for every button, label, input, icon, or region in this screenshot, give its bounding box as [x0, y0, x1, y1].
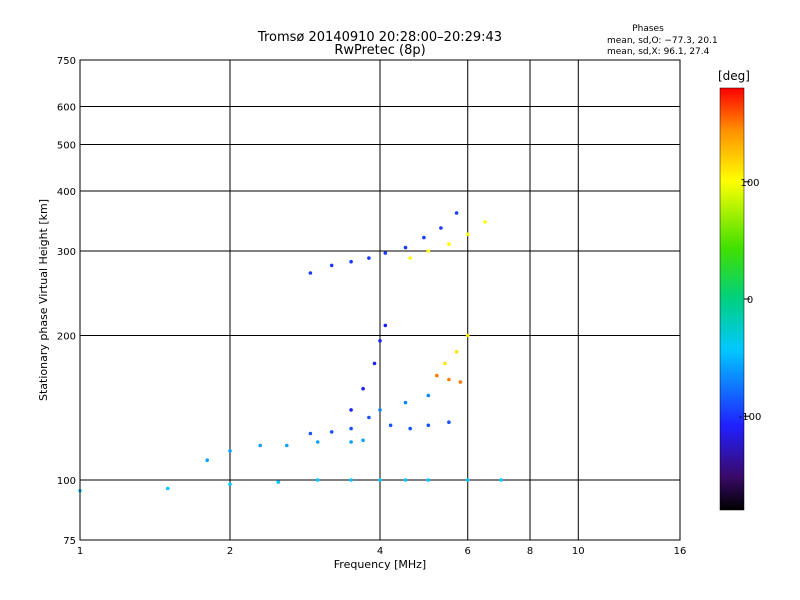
data-points: [78, 211, 503, 493]
echo-point: [383, 251, 388, 255]
colorbar-tick-label: -100: [739, 412, 762, 423]
x-tick-label: 8: [527, 546, 533, 557]
echo-point: [483, 220, 487, 224]
echo-point: [329, 263, 334, 268]
echo-point: [378, 408, 382, 412]
y-tick-label: 200: [57, 332, 76, 343]
x-tick-labels: 1 2 4 6 8 10 16: [77, 546, 687, 557]
y-tick-label: 100: [57, 476, 76, 487]
echo-point: [426, 393, 431, 398]
stats-o-line: mean, sd,O: −77.3, 20.1: [607, 36, 718, 46]
echo-point: [308, 271, 313, 275]
echo-point: [408, 256, 413, 260]
echo-point: [349, 478, 353, 482]
x-tick-label: 10: [572, 546, 585, 557]
y-tick-label: 600: [57, 103, 76, 114]
echo-point: [403, 245, 408, 250]
echo-point: [408, 426, 413, 431]
y-tick-label: 500: [57, 141, 76, 152]
echo-point: [426, 249, 431, 253]
echo-point: [454, 211, 459, 215]
echo-point: [447, 242, 451, 246]
y-tick-label: 300: [57, 247, 76, 258]
echo-point: [361, 438, 365, 443]
echo-point: [258, 443, 263, 448]
echo-point: [329, 430, 334, 434]
x-tick-label: 1: [77, 546, 83, 557]
echo-point: [426, 423, 431, 428]
stats-x-line: mean, sd,X: 96.1, 27.4: [607, 47, 710, 57]
echo-point: [308, 431, 313, 436]
colorbar-tick-label: 0: [747, 295, 753, 306]
x-tick-label: 2: [227, 546, 233, 557]
echo-point: [349, 408, 353, 412]
echo-point: [465, 333, 470, 338]
y-tick-label: 75: [63, 536, 76, 547]
colorbar-label: [deg]: [718, 69, 750, 83]
y-tick-label: 750: [57, 56, 76, 67]
y-axis-label: Stationary phase Virtual Height [km]: [37, 199, 50, 401]
echo-point: [422, 235, 426, 240]
echo-point: [378, 478, 382, 482]
echo-point: [454, 350, 459, 354]
echo-point: [388, 423, 393, 428]
echo-point: [361, 386, 365, 391]
echo-point: [205, 458, 209, 463]
echo-point: [315, 440, 320, 444]
echo-point: [349, 259, 353, 264]
y-tick-labels: 75 100 200 300 400 500 600 750: [57, 56, 76, 547]
plot-frame: [79, 59, 681, 541]
x-tick-label: 4: [377, 546, 383, 557]
echo-point: [465, 232, 470, 237]
echo-point: [383, 323, 388, 328]
echo-point: [276, 480, 281, 484]
echo-point: [315, 478, 320, 482]
grid-lines: [80, 60, 680, 540]
echo-point: [465, 478, 470, 482]
colorbar-ticks: 100 0 -100: [739, 178, 762, 423]
echo-point: [228, 482, 232, 487]
echo-point: [367, 415, 371, 420]
colorbar: [719, 87, 745, 511]
echo-point: [378, 339, 382, 343]
echo-point: [349, 440, 353, 444]
echo-point: [165, 486, 170, 491]
echo-point: [285, 443, 289, 448]
echo-point: [349, 426, 353, 431]
echo-point: [499, 478, 503, 482]
x-tick-label: 16: [674, 546, 687, 557]
echo-point: [458, 380, 463, 384]
y-tick-label: 400: [57, 187, 76, 198]
echo-point: [435, 373, 439, 378]
echo-point: [443, 361, 447, 366]
echo-point: [228, 449, 232, 453]
echo-point: [403, 478, 408, 482]
x-axis-label: Frequency [MHz]: [334, 558, 426, 571]
colorbar-tick-label: 100: [740, 178, 759, 189]
chart-subtitle: RwPretec (8p): [334, 43, 425, 58]
echo-point: [439, 226, 443, 230]
echo-point: [447, 377, 451, 382]
stats-heading: Phases: [632, 24, 664, 34]
x-tick-label: 6: [465, 546, 471, 557]
echo-point: [367, 256, 371, 260]
echo-point: [403, 400, 408, 405]
chart-title: Tromsø 20140910 20:28:00–20:29:43: [257, 30, 502, 45]
echo-point: [426, 478, 431, 482]
echo-point: [447, 420, 451, 425]
echo-point: [372, 361, 377, 366]
